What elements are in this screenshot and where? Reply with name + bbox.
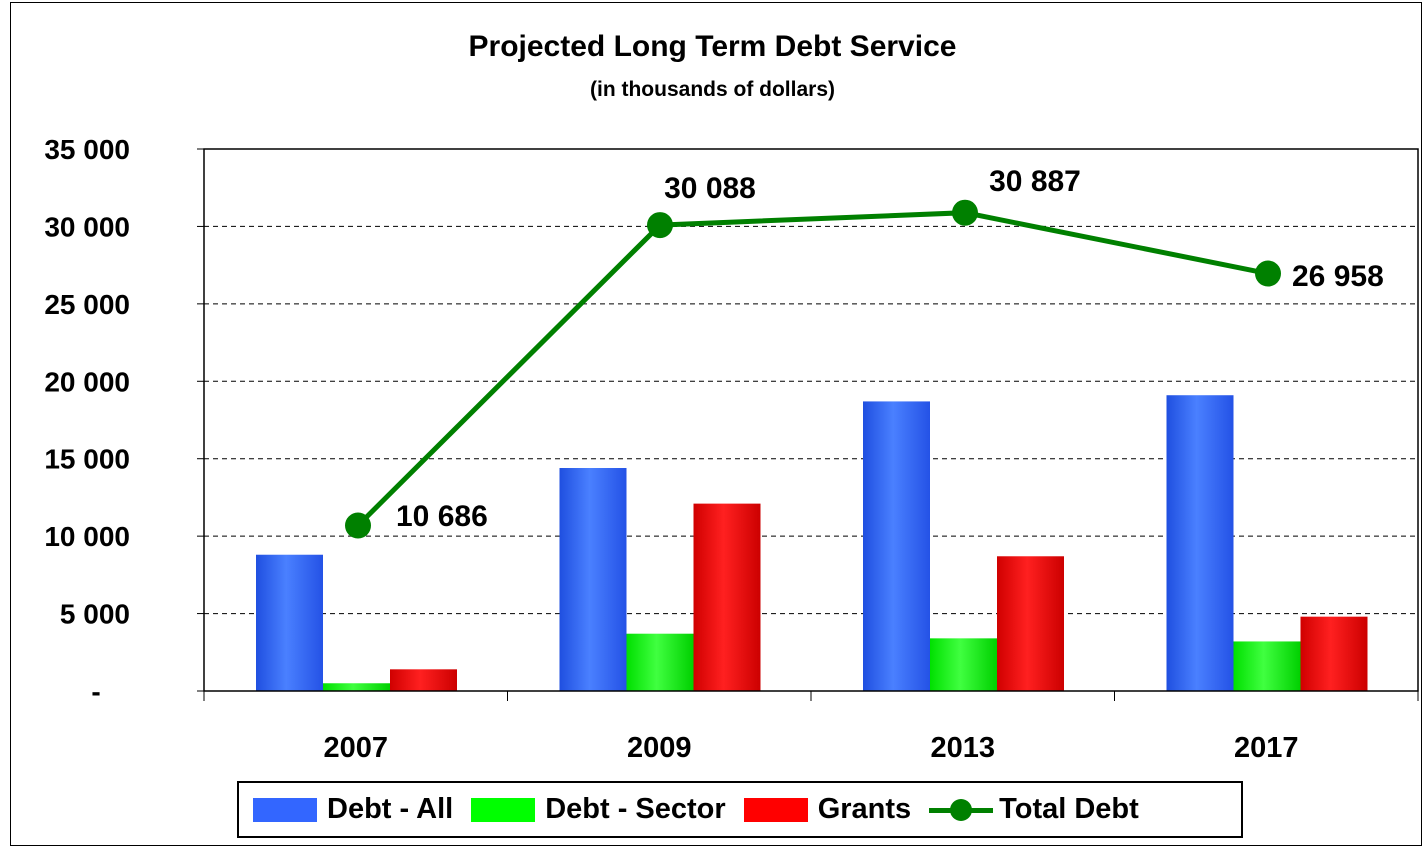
y-tick-label: 15 000 xyxy=(44,444,130,475)
data-label-total-debt: 30 887 xyxy=(989,165,1081,198)
axes: - 5 000 10 000 15 000 20 000 25 000 30 000 35 0… xyxy=(44,134,1419,707)
y-tick-label: 30 000 xyxy=(44,211,130,242)
legend-item-total-debt: Total Debt xyxy=(929,793,1139,826)
y-tick-label: 20 000 xyxy=(44,366,130,397)
total-debt-line-path xyxy=(356,210,1269,528)
bar-grants xyxy=(693,503,761,691)
legend-label-total-debt: Total Debt xyxy=(999,793,1139,825)
legend: Debt - All Debt - Sector Grants Total De… xyxy=(237,781,1243,838)
total-debt-line xyxy=(345,199,1281,539)
labels: 2007 2009 2013 2017 10 686 30 088 30 887 26 958 xyxy=(323,165,1383,764)
bar-grants xyxy=(997,556,1064,691)
chart-subtitle: (in thousands of dollars) xyxy=(590,78,835,101)
legend-item-debt-sector: Debt - Sector xyxy=(471,793,726,826)
total-debt-point xyxy=(952,199,978,226)
x-tick-label: 2017 xyxy=(1234,732,1299,764)
bar-grants xyxy=(1300,616,1368,691)
data-label-total-debt: 10 686 xyxy=(396,500,488,533)
total-debt-point xyxy=(1255,260,1281,287)
x-tick-label: 2013 xyxy=(930,732,995,764)
x-tick-label: 2007 xyxy=(323,732,388,764)
bar-series xyxy=(256,395,1368,691)
legend-label-grants: Grants xyxy=(817,793,912,825)
total-debt-point xyxy=(647,212,673,239)
bar-grants xyxy=(390,669,457,691)
legend-swatch-grants xyxy=(743,797,808,822)
legend-label-debt-sector: Debt - Sector xyxy=(545,793,726,825)
y-tick-label: - xyxy=(91,676,100,707)
data-label-total-debt: 26 958 xyxy=(1292,260,1384,293)
data-label-total-debt: 30 088 xyxy=(664,172,756,205)
legend-label-debt-all: Debt - All xyxy=(327,793,454,825)
y-tick-label: 35 000 xyxy=(44,134,130,165)
legend-swatch-debt-all xyxy=(253,797,317,822)
bar-debt-sector xyxy=(930,638,997,691)
legend-item-debt-all: Debt - All xyxy=(253,793,453,826)
x-tick-label: 2009 xyxy=(627,732,692,764)
legend-swatch-debt-sector xyxy=(471,797,536,822)
y-tick-label: 25 000 xyxy=(44,289,130,320)
bar-debt-all xyxy=(256,554,323,691)
plot-area-border xyxy=(203,148,1419,692)
bar-debt-all xyxy=(559,468,627,691)
y-tick-label: 5 000 xyxy=(60,599,130,630)
legend-swatch-total-debt xyxy=(929,798,994,822)
legend-item-grants: Grants xyxy=(743,793,912,826)
y-tick-label: 10 000 xyxy=(44,521,130,552)
total-debt-point xyxy=(345,512,371,539)
bar-debt-all xyxy=(863,401,930,691)
chart-title: Projected Long Term Debt Service xyxy=(468,30,957,63)
bar-debt-all xyxy=(1166,395,1234,691)
bar-debt-sector xyxy=(626,633,694,691)
bar-debt-sector xyxy=(323,683,390,691)
bar-debt-sector xyxy=(1233,641,1301,691)
